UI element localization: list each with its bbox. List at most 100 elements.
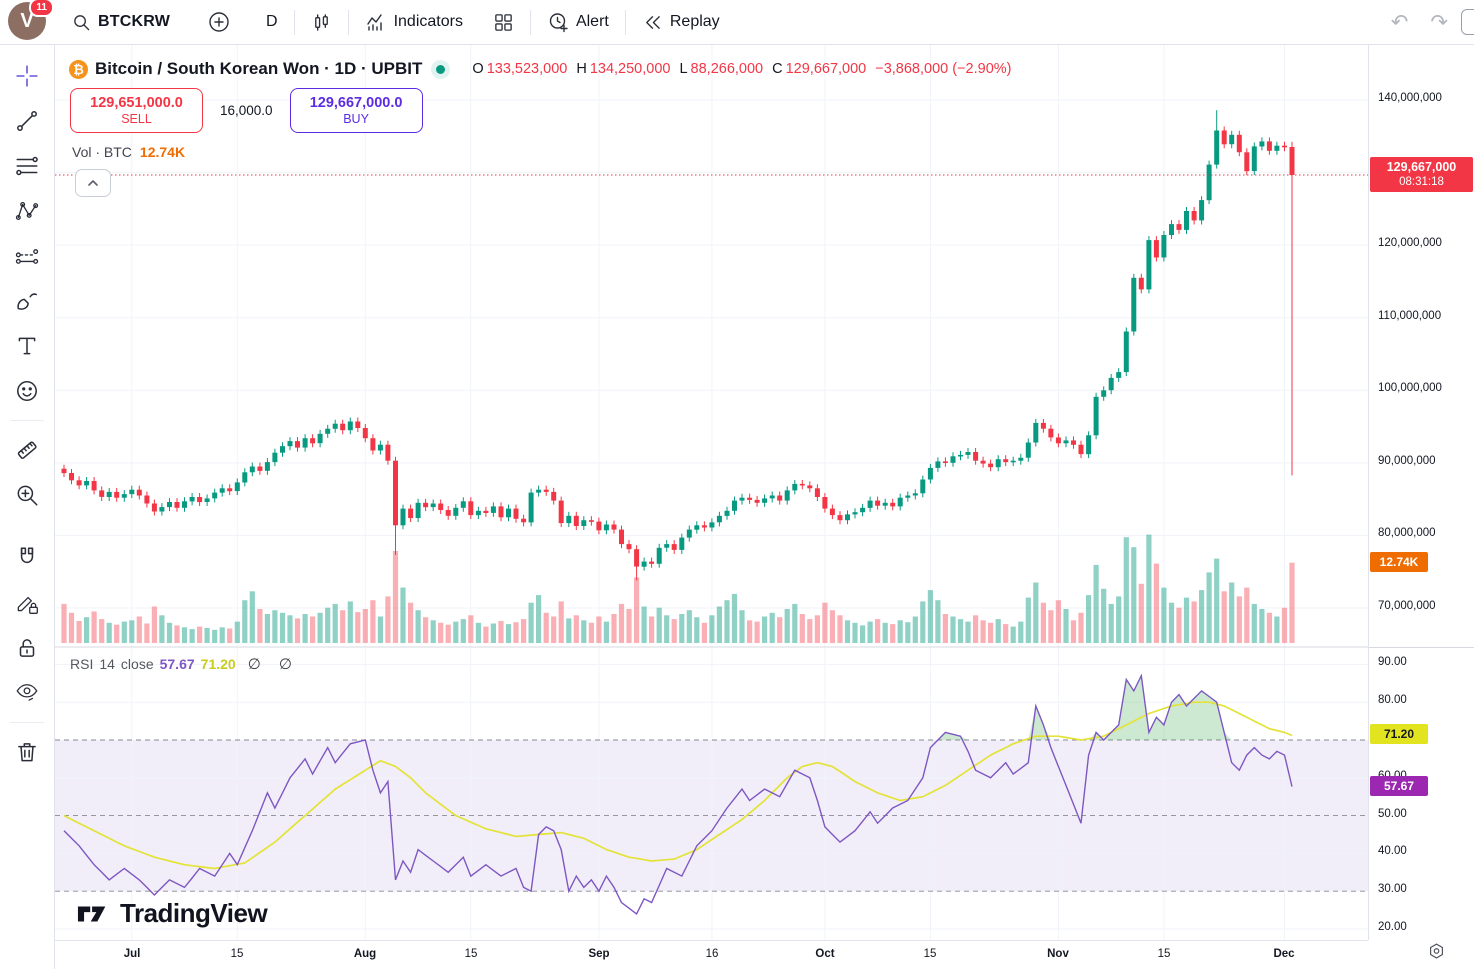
symbol-title[interactable]: Bitcoin / South Korean Won · 1D · UPBIT	[95, 59, 423, 78]
toolbar-divider	[624, 9, 626, 35]
ruler-icon	[17, 441, 37, 459]
low-value: 88,266,000	[690, 61, 764, 77]
search-icon	[74, 14, 90, 30]
rsi-axis-label: 30.00	[1378, 883, 1407, 895]
price-axis[interactable]: 140,000,000130,000,000120,000,000110,000…	[1368, 45, 1474, 940]
time-axis-label: 15	[1157, 948, 1171, 960]
tradingview-mark-icon	[77, 905, 106, 922]
price-axis-label: 120,000,000	[1378, 237, 1442, 249]
tradingview-logo[interactable]: TradingView	[77, 898, 268, 929]
rsi-source: close	[120, 656, 154, 672]
compare-add-button[interactable]	[198, 4, 240, 40]
lock-all-drawings-button[interactable]	[8, 629, 46, 667]
interval-button[interactable]: D	[256, 4, 288, 40]
replay-button[interactable]: Replay	[632, 4, 730, 40]
chevron-up-icon	[88, 180, 98, 186]
remove-drawings-button[interactable]	[8, 733, 46, 771]
hide-all-drawings-button[interactable]	[8, 674, 46, 712]
layout-button[interactable]	[483, 4, 524, 40]
rsi-hidden-values[interactable]: ∅ ∅	[247, 656, 300, 673]
time-axis-label: Dec	[1273, 948, 1295, 960]
time-axis-label: Sep	[588, 948, 610, 960]
time-axis-label: Aug	[353, 948, 377, 960]
rsi-ma-value: 71.20	[200, 656, 236, 672]
time-axis-label: Nov	[1047, 948, 1069, 960]
zoom-in-icon	[17, 485, 38, 506]
price-axis-label: 80,000,000	[1378, 527, 1436, 539]
text-tool-button[interactable]	[8, 327, 46, 365]
zoom-in-tool-button[interactable]	[8, 476, 46, 514]
smiley-icon	[17, 381, 37, 401]
chart-canvas[interactable]	[55, 45, 1368, 940]
forecast-tool-button[interactable]	[8, 237, 46, 275]
toolbar-divider	[529, 9, 531, 35]
sell-label: SELL	[121, 111, 152, 126]
symbol-search-button[interactable]: BTCKRW	[62, 4, 180, 40]
sell-button[interactable]: 129,651,000.0 SELL	[70, 88, 203, 133]
user-avatar[interactable]: V 11	[8, 0, 54, 42]
measure-tool-button[interactable]	[8, 431, 46, 469]
chart-plot-area[interactable]: ₿ Bitcoin / South Korean Won · 1D · UPBI…	[55, 45, 1368, 940]
rsi-axis-label: 80.00	[1378, 694, 1407, 706]
bar-countdown: 08:31:18	[1399, 176, 1444, 189]
rsi-value-axis-label: 57.67	[1370, 776, 1428, 796]
symbol-header: ₿ Bitcoin / South Korean Won · 1D · UPBI…	[69, 59, 1011, 79]
volume-value-label: 12.74K	[1370, 552, 1428, 572]
lock-icon	[19, 639, 35, 657]
price-axis-label: 110,000,000	[1378, 310, 1442, 322]
redo-button[interactable]: ↷	[1430, 10, 1448, 34]
eye-icon	[16, 684, 38, 701]
tradingview-logo-text: TradingView	[120, 898, 268, 928]
rsi-legend: RSI 14 close 57.67 71.20 ∅ ∅	[70, 655, 299, 673]
rsi-axis-label: 20.00	[1378, 921, 1407, 933]
market-status-icon[interactable]	[436, 64, 446, 74]
plus-circle-icon	[209, 12, 229, 32]
fib-retracement-tool-button[interactable]	[8, 147, 46, 185]
time-axis-label: 15	[923, 948, 937, 960]
rsi-title: RSI	[70, 656, 94, 672]
last-price-label: 129,667,000 08:31:18	[1370, 157, 1473, 193]
text-icon	[18, 337, 36, 355]
chart-region: ₿ Bitcoin / South Korean Won · 1D · UPBI…	[55, 45, 1474, 969]
brush-tool-button[interactable]	[8, 282, 46, 320]
rsi-length: 14	[99, 656, 115, 672]
indicators-icon	[366, 14, 382, 31]
indicators-label: Indicators	[393, 13, 463, 30]
axis-settings-button[interactable]	[1427, 942, 1446, 966]
time-axis[interactable]: Jul 15 Aug 15 Sep 16 Oct 15 Nov 15 Dec	[55, 940, 1368, 969]
volume-value: 12.74K	[139, 144, 186, 160]
collapse-pane-button[interactable]	[75, 169, 111, 197]
emoji-tool-button[interactable]	[8, 372, 46, 410]
buy-price: 129,667,000.0	[309, 94, 403, 111]
toolbar-divider	[10, 420, 44, 421]
alert-button[interactable]: Alert	[537, 4, 619, 40]
rsi-ma-axis-label: 71.20	[1370, 724, 1428, 744]
pattern-tool-button[interactable]	[8, 192, 46, 230]
buy-label: BUY	[343, 111, 369, 126]
fullscreen-icon[interactable]	[1461, 9, 1474, 35]
undo-button[interactable]: ↶	[1390, 10, 1409, 34]
indicators-button[interactable]: Indicators	[355, 4, 473, 40]
change-value: −3,868,000 (−2.90%)	[875, 61, 1012, 77]
notification-badge: 11	[29, 0, 54, 17]
spread-value: 16,000.0	[220, 103, 273, 118]
fib-retracement-icon	[16, 156, 38, 176]
chart-style-button[interactable]	[301, 4, 342, 40]
crosshair-tool-button[interactable]	[8, 57, 46, 95]
xabcd-pattern-icon	[15, 202, 39, 220]
buy-button[interactable]: 129,667,000.0 BUY	[289, 88, 423, 133]
rsi-value: 57.67	[159, 656, 195, 672]
symbol-search-label: BTCKRW	[98, 13, 171, 30]
interval-label: D	[266, 13, 278, 30]
trend-line-tool-button[interactable]	[8, 102, 46, 140]
replay-icon	[645, 15, 660, 29]
price-axis-label: 100,000,000	[1378, 382, 1442, 394]
magnet-tool-button[interactable]	[8, 539, 46, 577]
candlestick-chart-icon	[314, 13, 328, 31]
alert-clock-icon	[549, 13, 568, 33]
open-label: O	[472, 61, 484, 77]
close-label: C	[772, 61, 783, 77]
price-axis-label: 140,000,000	[1378, 92, 1442, 104]
drawing-mode-lock-button[interactable]	[8, 584, 46, 622]
time-axis-label: 15	[230, 948, 244, 960]
